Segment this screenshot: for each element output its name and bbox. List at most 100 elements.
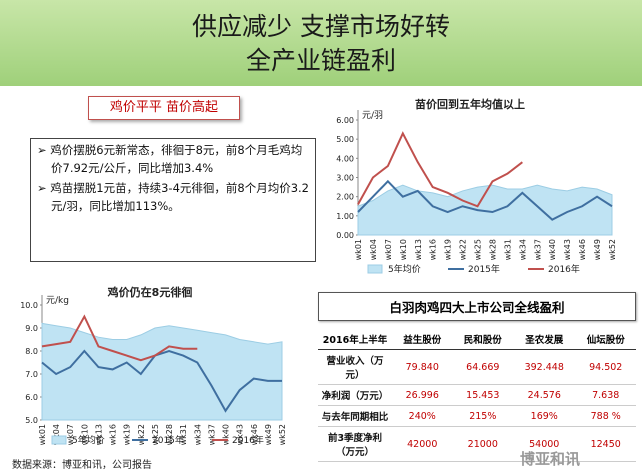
x-tick-label: wk46	[578, 239, 587, 260]
header-cell: 2016年上半年	[318, 329, 392, 350]
row: 前3季度净利（万元） 42000 21000 54000 12450	[318, 426, 636, 462]
x-tick-label: wk28	[488, 239, 497, 260]
source: 数据来源：博亚和讯，公司报告	[12, 460, 152, 471]
x-tick-label: wk34	[518, 239, 527, 260]
x-tick-label: wk13	[94, 424, 103, 445]
row: 营业收入（万元） 79.840 64.669 392.448 94.502	[318, 349, 636, 385]
x-tick-label: wk10	[80, 424, 89, 445]
y-tick-label: 4.00	[336, 154, 354, 163]
cell: 215%	[452, 405, 514, 427]
bullet: 鸡苗摆脱1元苗，持续3-4元徘徊，前8个月均价3.2元/羽，同比增加113%。	[50, 179, 309, 215]
cell: 7.638	[575, 384, 636, 406]
legend-label: 2016年	[232, 434, 264, 446]
x-tick-label: wk43	[236, 424, 245, 445]
cell: 94.502	[575, 349, 636, 385]
table-title: 白羽肉鸡四大上市公司全线盈利	[318, 292, 636, 321]
subtitle: 全产业链盈利	[245, 46, 396, 75]
x-tick-label: wk07	[384, 239, 393, 260]
y-tick-label: 3.00	[336, 174, 354, 183]
cell: 392.448	[513, 349, 576, 385]
x-tick-label: wk37	[533, 239, 542, 260]
line	[357, 131, 523, 208]
cell: 42000	[392, 426, 453, 462]
legend-label: 2015年	[468, 263, 500, 275]
cell: 营业收入（万元）	[318, 349, 392, 385]
cell: 26.996	[392, 384, 453, 406]
y-tick-label: 1.00	[336, 212, 354, 221]
legend-swatch	[51, 435, 67, 445]
x-tick-label: wk37	[207, 424, 216, 445]
x-tick-label: wk07	[66, 424, 75, 445]
cell: 前3季度净利（万元）	[318, 426, 392, 462]
x-tick-label: wk04	[52, 424, 61, 445]
x-tick-label: wk19	[123, 424, 132, 445]
legend-label: 5年均价	[388, 263, 421, 275]
chart-title: 苗价回到五年均值以上	[415, 97, 525, 111]
x-tick-label: wk43	[563, 239, 572, 260]
x-tick-label: wk04	[369, 239, 378, 260]
y-tick-label: 6.0	[25, 393, 38, 402]
row: 与去年同期相比 240% 215% 169% 788 %	[318, 405, 636, 427]
cell: 净利润（万元）	[318, 384, 392, 406]
header: 供应减少 支撑市场好转 全产业链盈利	[0, 0, 642, 86]
x-tick-label: wk13	[414, 239, 423, 260]
cell: 79.840	[392, 349, 453, 385]
cell: 240%	[392, 405, 453, 427]
header-row: 2016年上半年 益生股份 民和股份 圣农发展 仙坛股份	[318, 329, 636, 350]
legend-label: 2015年	[152, 434, 184, 446]
x-tick-label: wk10	[399, 239, 408, 260]
line	[41, 314, 198, 362]
x-tick-label: wk25	[474, 239, 483, 260]
cell: 788 %	[575, 405, 636, 427]
x-tick-label: wk49	[264, 424, 273, 445]
watermark: 博亚和讯	[520, 450, 581, 468]
legend-label: 5年均价	[72, 434, 105, 446]
y-tick-label: 7.0	[25, 370, 38, 379]
callout: 鸡价平平 苗价高起	[88, 96, 240, 120]
cell: 64.669	[452, 349, 514, 385]
x-tick-label: wk16	[429, 239, 438, 260]
y-tick-label: 5.0	[25, 416, 38, 425]
x-tick-label: wk25	[151, 424, 160, 445]
y-tick-label: 8.0	[25, 347, 38, 356]
x-tick-label: wk22	[459, 239, 468, 260]
cell: 12450	[575, 426, 636, 462]
x-tick-label: wk52	[608, 239, 617, 260]
y-tick-label: 9.0	[25, 324, 38, 333]
cell: 24.576	[513, 384, 576, 406]
table-block: 白羽肉鸡四大上市公司全线盈利 2016年上半年 益生股份 民和股份 圣农发展 仙坛股份营…	[318, 292, 636, 462]
bullet-box: 鸡价摆脱6元新常态，徘徊于8元，前8个月毛鸡均价7.92元/公斤，同比增加3.4…	[30, 138, 316, 262]
y-tick-label: 2.00	[336, 193, 354, 202]
y-tick-label: 6.00	[336, 116, 354, 125]
x-tick-label: wk52	[278, 424, 287, 445]
y-axis-label: 元/kg	[46, 296, 69, 306]
y-tick-label: 10.0	[20, 301, 38, 310]
x-tick-label: wk49	[593, 239, 602, 260]
cell: 169%	[513, 405, 576, 427]
title: 供应减少 支撑市场好转	[192, 12, 450, 41]
header-cell: 圣农发展	[513, 329, 576, 350]
cell: 15.453	[452, 384, 514, 406]
bullet: 鸡价摆脱6元新常态，徘徊于8元，前8个月毛鸡均价7.92元/公斤，同比增加3.4…	[50, 141, 309, 177]
x-tick-label: wk01	[38, 424, 47, 445]
x-tick-label: wk28	[165, 424, 174, 445]
table: 2016年上半年 益生股份 民和股份 圣农发展 仙坛股份 营业收入（万元） 79.840 64…	[318, 329, 636, 462]
cell: 与去年同期相比	[318, 405, 392, 427]
x-tick-label: wk19	[444, 239, 453, 260]
legend-swatch	[367, 264, 383, 274]
y-tick-label: 5.00	[336, 135, 354, 144]
header-cell: 民和股份	[452, 329, 514, 350]
line	[357, 179, 613, 221]
x-tick-label: wk40	[548, 239, 557, 260]
header-cell: 仙坛股份	[575, 329, 636, 350]
x-tick-label: wk22	[137, 424, 146, 445]
header-cell: 益生股份	[392, 329, 453, 350]
x-tick-label: wk31	[503, 239, 512, 260]
x-tick-label: wk16	[109, 424, 118, 445]
legend-label: 2016年	[548, 263, 580, 275]
line	[41, 349, 282, 413]
x-tick-label: wk46	[250, 424, 259, 445]
x-tick-label: wk01	[354, 239, 363, 260]
